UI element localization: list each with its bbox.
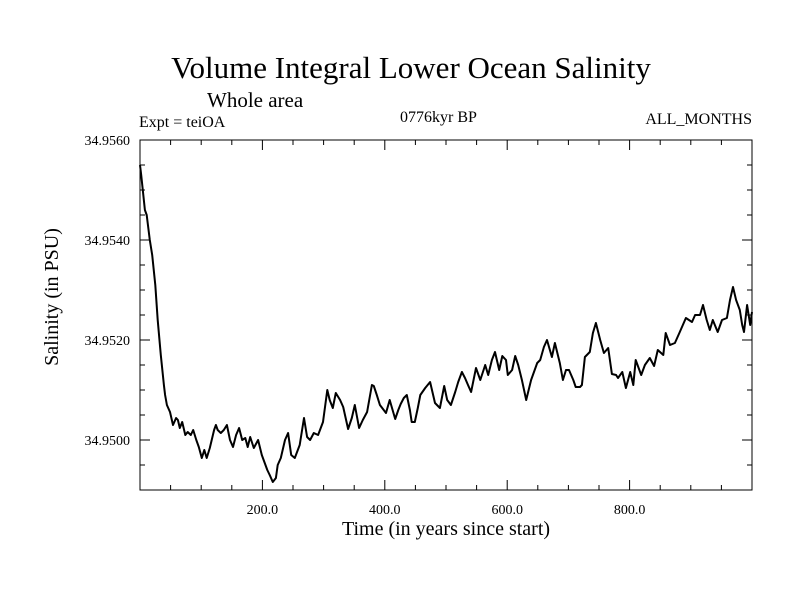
y-tick-label: 34.9540 bbox=[85, 234, 131, 249]
experiment-annotation: Expt = teiOA bbox=[139, 114, 226, 131]
x-tick-label: 800.0 bbox=[614, 503, 646, 518]
chart-subtitle: Whole area bbox=[207, 88, 304, 112]
period-annotation: 0776kyr BP bbox=[400, 109, 477, 126]
x-tick-label: 600.0 bbox=[491, 503, 523, 518]
x-axis-label: Time (in years since start) bbox=[341, 518, 551, 540]
chart-title: Volume Integral Lower Ocean Salinity bbox=[171, 50, 651, 85]
salinity-line bbox=[139, 164, 753, 483]
y-tick-label: 34.9520 bbox=[85, 334, 131, 349]
y-tick-label: 34.9500 bbox=[85, 434, 131, 449]
x-tick-label: 400.0 bbox=[369, 503, 401, 518]
axis-ticks bbox=[140, 140, 752, 490]
y-tick-label: 34.9560 bbox=[85, 134, 131, 149]
plot-frame bbox=[139, 139, 753, 491]
x-tick-label: 200.0 bbox=[247, 503, 279, 518]
months-annotation: ALL_MONTHS bbox=[645, 111, 752, 128]
axis-tick-labels: 200.0 400.0 600.0 800.0 34.9500 34.9520 34.954… bbox=[85, 134, 646, 518]
